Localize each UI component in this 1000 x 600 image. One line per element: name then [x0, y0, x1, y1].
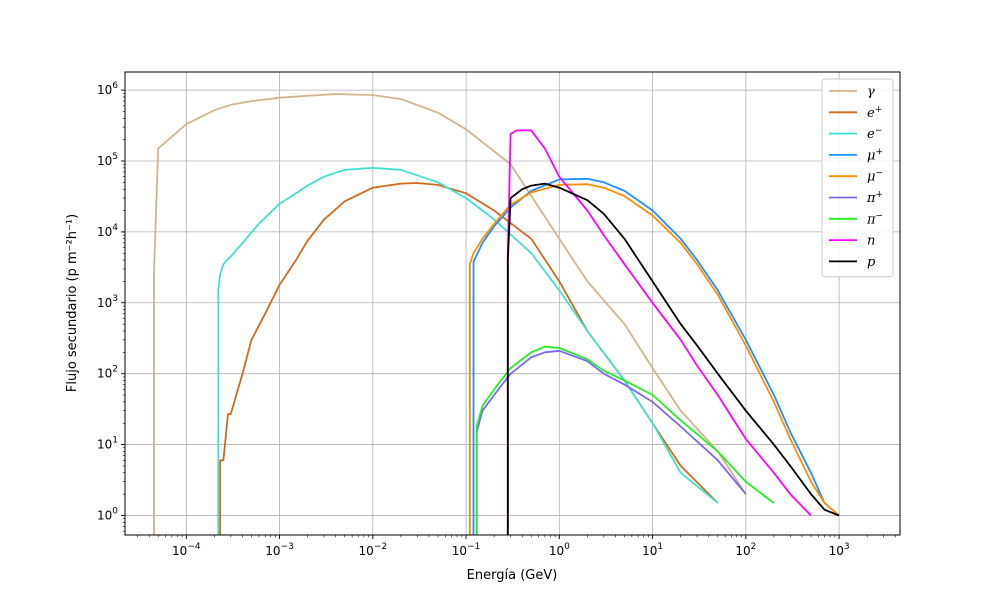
legend: γ e+ e− μ+ μ− π+ π− np: [821, 78, 894, 278]
legend-box: [821, 78, 894, 278]
y-tick-label: 106: [97, 81, 118, 97]
series-line-4: [472, 177, 840, 535]
series-line-8: [506, 129, 812, 535]
x-axis-ticks: 10−4 10−3 10−2 10−1 100 101 102 103: [137, 535, 896, 558]
legend-entry: e+: [867, 105, 882, 121]
x-tick-label: 103: [829, 542, 850, 558]
x-tick-label: 10−1: [452, 542, 481, 558]
plot-frame: [124, 71, 901, 536]
y-axis-label: Flujo secundario (p m⁻²h⁻¹): [65, 214, 80, 392]
legend-entry: p: [867, 255, 876, 270]
legend-entry: π+: [866, 190, 883, 206]
x-tick-label: 100: [549, 542, 570, 558]
x-axis-label: Energía (GeV): [467, 568, 558, 583]
y-tick-label: 103: [97, 294, 118, 310]
series-lines: [153, 93, 840, 535]
legend-entry: e−: [867, 126, 882, 142]
y-tick-label: 100: [97, 506, 118, 522]
legend-entry: π−: [866, 211, 883, 227]
series-line-6: [475, 349, 747, 535]
x-tick-label: 10−4: [172, 542, 201, 558]
x-tick-label: 10−2: [359, 542, 388, 558]
series-line-5: [468, 183, 840, 535]
y-tick-label: 101: [97, 436, 118, 452]
x-tick-label: 101: [642, 542, 663, 558]
y-tick-label: 105: [97, 152, 118, 168]
series-line-7: [475, 345, 775, 535]
x-tick-label: 102: [735, 542, 756, 558]
y-tick-label: 102: [97, 365, 118, 381]
y-axis-ticks: 100 101 102 103 104 105 106: [97, 81, 125, 532]
y-gridlines: [125, 89, 900, 516]
legend-entry: γ: [867, 85, 875, 100]
legend-entry: μ−: [867, 169, 883, 185]
series-line-3: [217, 166, 719, 535]
y-tick-label: 104: [97, 223, 118, 239]
legend-entry: μ+: [867, 147, 883, 163]
legend-entry: n: [867, 234, 875, 249]
series-line-1: [153, 93, 747, 535]
series-line-9: [506, 182, 840, 535]
x-tick-label: 10−3: [265, 542, 294, 558]
